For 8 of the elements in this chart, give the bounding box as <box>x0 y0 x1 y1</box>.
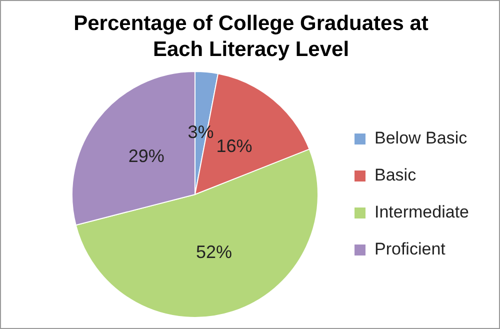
data-label: 29% <box>128 146 164 166</box>
data-label: 16% <box>216 136 252 156</box>
chart-title: Percentage of College Graduates at Each Literacy Level <box>72 11 430 63</box>
legend-label: Below Basic <box>374 128 468 148</box>
data-label: 52% <box>196 242 232 262</box>
legend-label: Basic <box>374 166 417 185</box>
legend-label: Proficient <box>374 240 446 259</box>
legend-label: Intermediate <box>374 202 470 222</box>
